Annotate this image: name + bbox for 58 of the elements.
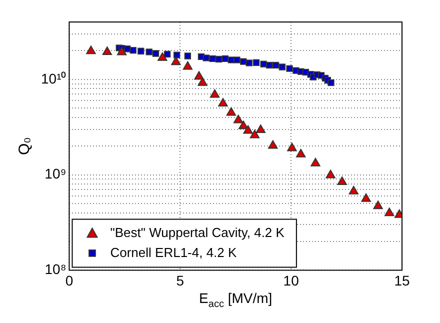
point bbox=[286, 65, 293, 72]
y-axis-title: Q₀ bbox=[16, 137, 34, 156]
point bbox=[222, 55, 229, 62]
point bbox=[174, 52, 180, 58]
point bbox=[238, 120, 248, 130]
x-tick-label: 10 bbox=[283, 272, 300, 288]
point bbox=[116, 46, 127, 56]
point bbox=[210, 89, 220, 98]
point bbox=[138, 48, 144, 54]
point bbox=[209, 55, 216, 62]
x-tick-label: 5 bbox=[176, 272, 184, 288]
point bbox=[158, 52, 168, 61]
point bbox=[243, 125, 253, 134]
point bbox=[328, 79, 334, 86]
y-tick-label: 10¹⁰ bbox=[41, 70, 66, 86]
point bbox=[252, 59, 260, 66]
point bbox=[146, 48, 152, 56]
x-tick-label: 0 bbox=[65, 272, 74, 288]
point bbox=[361, 193, 371, 202]
point bbox=[310, 158, 320, 166]
point bbox=[256, 124, 266, 133]
point bbox=[202, 54, 210, 62]
point bbox=[296, 148, 306, 158]
point bbox=[278, 64, 286, 70]
point bbox=[266, 62, 273, 69]
point bbox=[164, 50, 171, 58]
point bbox=[337, 176, 347, 186]
y-tick-label: 10⁹ bbox=[44, 166, 66, 182]
point bbox=[152, 50, 160, 57]
point bbox=[287, 142, 297, 152]
y-tick-label: 10⁸ bbox=[44, 261, 66, 278]
point bbox=[218, 98, 228, 106]
point bbox=[215, 56, 222, 63]
point bbox=[234, 56, 240, 64]
point bbox=[182, 61, 193, 70]
point bbox=[326, 170, 336, 178]
point bbox=[240, 58, 247, 65]
legend-label: "Best" Wuppertal Cavity, 4.2 K bbox=[110, 224, 285, 240]
point bbox=[184, 52, 192, 60]
point bbox=[102, 46, 112, 55]
point bbox=[233, 114, 244, 124]
point bbox=[246, 60, 252, 66]
point bbox=[171, 56, 181, 66]
point bbox=[124, 46, 131, 52]
point bbox=[86, 46, 96, 54]
point bbox=[348, 186, 358, 194]
point bbox=[260, 60, 267, 68]
point bbox=[373, 200, 383, 210]
legend-label: Cornell ERL1-4, 4.2 K bbox=[110, 244, 238, 260]
point bbox=[384, 208, 394, 216]
point bbox=[130, 46, 136, 54]
x-tick-label: 15 bbox=[394, 272, 410, 288]
point bbox=[198, 77, 208, 86]
point bbox=[194, 71, 204, 80]
point bbox=[268, 140, 278, 149]
point bbox=[250, 130, 260, 138]
point bbox=[272, 62, 280, 69]
point bbox=[226, 107, 236, 116]
